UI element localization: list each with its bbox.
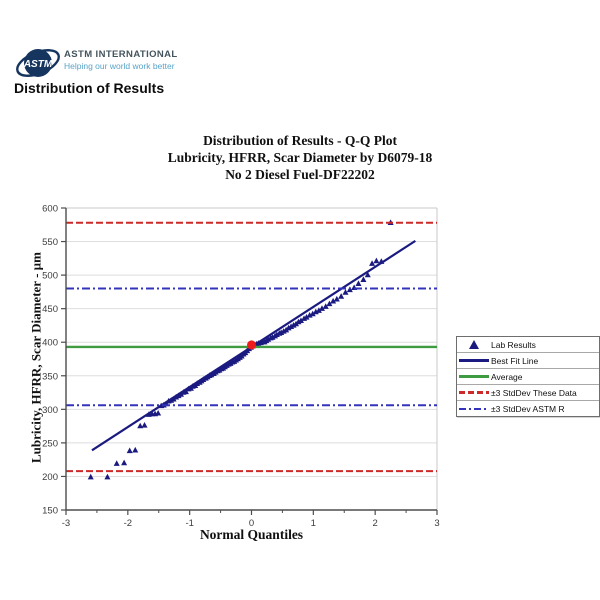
legend-item-average: Average	[457, 369, 599, 385]
data-point-triangle	[342, 289, 349, 295]
legend-item-lab-results: Lab Results	[457, 337, 599, 353]
data-point-triangle	[333, 295, 340, 302]
data-point-triangle	[326, 300, 333, 307]
legend-label: Best Fit Line	[491, 355, 539, 366]
lab-results-triangle-icon	[457, 340, 491, 349]
chart-title-line1: Distribution of Results - Q-Q Plot	[203, 133, 397, 148]
qq-plot: 150 200 250 300 350 400 450 500 550 600 -3 -2 -1 0 1 2 3	[42, 204, 440, 530]
data-point-triangle	[297, 317, 304, 323]
data-point-triangle	[364, 271, 371, 278]
best-fit-line-swatch-icon	[457, 359, 491, 362]
x-tick-label: -3	[62, 518, 70, 529]
y-tick-label: 500	[42, 271, 58, 282]
chart-title-line2: Lubricity, HFRR, Scar Diameter by D6079-…	[167, 150, 433, 165]
page-title: Distribution of Results	[14, 80, 165, 96]
legend-label: ±3 StdDev These Data	[491, 387, 577, 398]
legend-label: Average	[491, 371, 523, 382]
data-point-triangle	[113, 460, 120, 466]
stddev-these-data-swatch-icon	[457, 391, 491, 394]
x-tick-label: -1	[185, 518, 193, 529]
data-point-triangle	[309, 310, 316, 317]
brand-name: ASTM INTERNATIONAL	[64, 49, 178, 60]
x-axis-label: Normal Quantiles	[199, 527, 304, 542]
data-point-triangle	[369, 260, 376, 266]
y-tick-label: 550	[42, 237, 58, 248]
x-tick-label: -2	[124, 518, 132, 529]
data-point-triangle	[132, 446, 139, 453]
data-point-triangle	[104, 473, 111, 480]
logo-text: ASTM	[23, 59, 53, 70]
data-point-triangle	[338, 293, 345, 299]
astm-logo: ASTM	[14, 43, 62, 83]
data-point-triangle	[155, 409, 162, 416]
data-point-triangle	[318, 305, 325, 311]
legend-item-stddev-astm-r: ±3 StdDev ASTM R	[457, 401, 599, 416]
y-tick-label: 200	[42, 472, 58, 483]
chart-title-line3: No 2 Diesel Fuel-DF22202	[225, 167, 375, 182]
data-point-triangle	[355, 280, 362, 287]
x-tick-label: 1	[311, 518, 316, 529]
data-point-triangle	[330, 297, 337, 304]
stddev-astm-r-swatch-icon	[457, 407, 491, 410]
chart-title: Distribution of Results - Q-Q Plot Lubri…	[0, 132, 600, 183]
legend: Lab Results Best Fit Line Average ±3 Std…	[456, 336, 600, 417]
y-tick-label: 350	[42, 371, 58, 382]
data-point-triangle	[373, 257, 380, 264]
data-point-triangle	[360, 276, 367, 283]
data-point-triangle	[322, 303, 329, 309]
legend-label: ±3 StdDev ASTM R	[491, 403, 565, 414]
y-tick-label: 400	[42, 338, 58, 349]
data-point-triangle	[137, 422, 144, 429]
x-tick-label: 2	[373, 518, 378, 529]
data-point-triangle	[87, 473, 94, 480]
legend-item-best-fit-line: Best Fit Line	[457, 353, 599, 369]
data-point-triangle	[121, 459, 128, 466]
y-tick-label: 600	[42, 204, 58, 215]
y-tick-label: 300	[42, 405, 58, 416]
average-line-swatch-icon	[457, 375, 491, 378]
x-tick-label: 3	[434, 518, 439, 529]
y-tick-label: 450	[42, 304, 58, 315]
legend-item-stddev-these-data: ±3 StdDev These Data	[457, 385, 599, 401]
x-tick-label: 0	[249, 518, 254, 529]
data-point-triangle	[303, 313, 310, 320]
data-point-triangle	[126, 447, 133, 454]
data-point-triangle	[141, 422, 148, 428]
data-point-triangle	[315, 307, 322, 313]
average-point	[247, 340, 256, 350]
y-tick-label: 150	[42, 506, 58, 517]
brand-tagline: Helping our world work better	[64, 61, 175, 71]
y-tick-label: 250	[42, 438, 58, 449]
legend-label: Lab Results	[491, 339, 536, 350]
astm-logo-icon: ASTM	[16, 49, 60, 77]
